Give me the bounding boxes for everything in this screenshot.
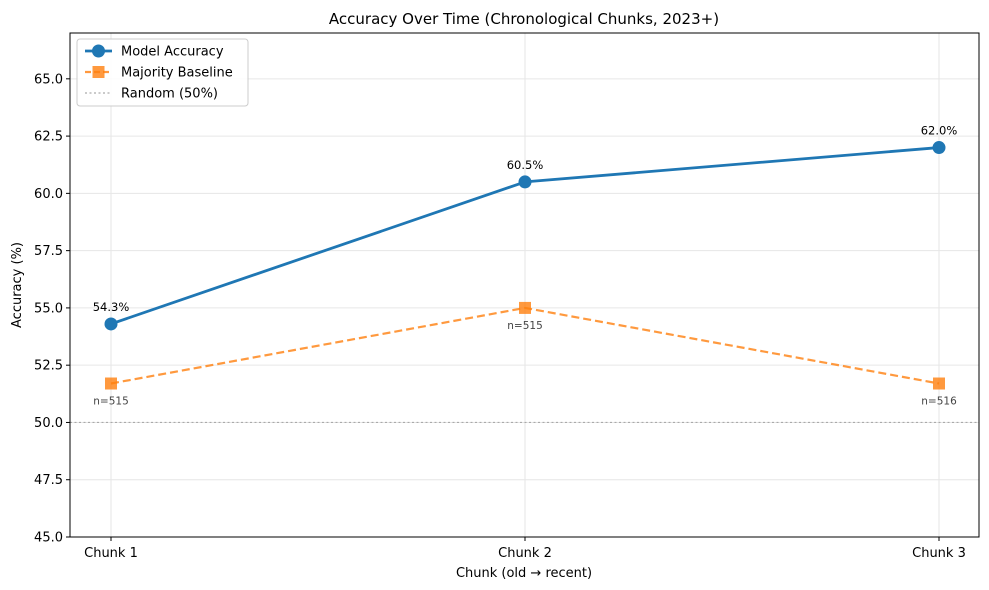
legend-square-marker	[92, 66, 105, 78]
y-tick-label: 50.0	[34, 416, 63, 431]
accuracy-value-label: 62.0%	[921, 124, 958, 138]
accuracy-value-label: 60.5%	[507, 158, 544, 172]
grid-layer	[70, 33, 979, 538]
y-tick-label: 57.5	[34, 244, 63, 259]
data-label-layer: 54.3% 60.5% 62.0% n=515 n=515 n=516	[93, 124, 958, 408]
legend-label: Model Accuracy	[121, 45, 224, 60]
accuracy-value-label: 54.3%	[93, 300, 130, 314]
x-tick-label: Chunk 1	[84, 546, 138, 561]
legend-circle-marker	[92, 44, 105, 58]
model-accuracy-point	[932, 141, 946, 155]
majority-baseline-point	[933, 377, 945, 390]
legend-label: Majority Baseline	[121, 66, 233, 81]
y-tick-label: 65.0	[34, 72, 63, 87]
y-tick-label: 62.5	[34, 130, 63, 145]
y-tick-label: 55.0	[34, 301, 63, 316]
y-tick-label: 45.0	[34, 531, 63, 546]
majority-baseline-point	[519, 301, 531, 314]
y-axis-title: Accuracy (%)	[10, 242, 25, 328]
legend-label: Random (50%)	[121, 87, 218, 102]
chart-title: Accuracy Over Time (Chronological Chunks…	[329, 10, 719, 28]
model-accuracy-point	[518, 175, 532, 189]
sample-size-label: n=515	[93, 396, 129, 408]
legend-box	[76, 38, 249, 107]
x-tick-label: Chunk 3	[912, 546, 966, 561]
majority-baseline-point	[105, 377, 117, 390]
series-layer	[104, 141, 946, 390]
x-axis-title: Chunk (old → recent)	[456, 566, 592, 581]
sample-size-label: n=515	[507, 320, 543, 332]
legend: Model Accuracy Majority Baseline Random (5…	[76, 38, 249, 107]
y-tick-label: 52.5	[34, 359, 63, 374]
y-tick-label: 47.5	[34, 473, 63, 488]
x-tick-label: Chunk 2	[498, 546, 552, 561]
model-accuracy-point	[104, 317, 118, 331]
tick-layer: 45.0 47.5 50.0 52.5 55.0 57.5 60.0 62.5 65.0 Chun…	[34, 72, 966, 561]
sample-size-label: n=516	[921, 396, 957, 408]
y-tick-label: 60.0	[34, 187, 63, 202]
